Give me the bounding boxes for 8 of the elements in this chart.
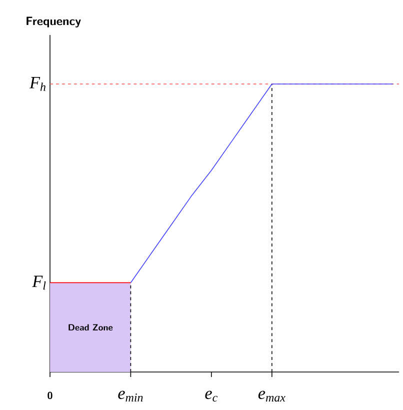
- annotation: F$_{l}$: [32, 276, 46, 290]
- y-axis-title: Frequency: [26, 16, 81, 28]
- ref-line-label: F$_{h}$: [29, 77, 46, 91]
- x-tick-label: 0: [48, 392, 52, 400]
- x-tick-label: e$_{c}$: [205, 390, 218, 402]
- series-label: Dead Zone: [68, 324, 113, 331]
- x-tick-label: e$_{min}$: [118, 390, 143, 402]
- x-tick-label: e$_{max}$: [258, 390, 286, 402]
